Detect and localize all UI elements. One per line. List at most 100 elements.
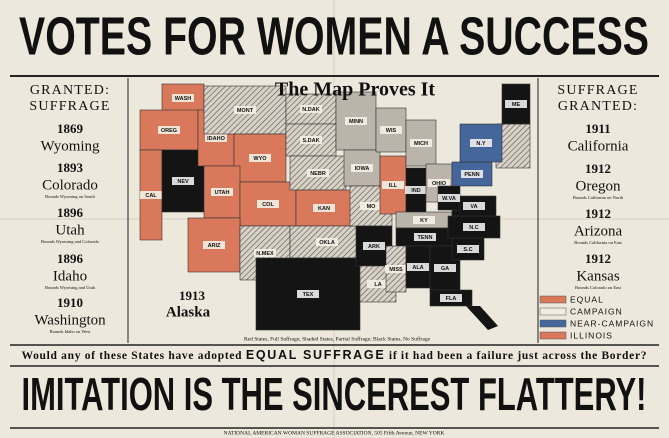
entry-state: Idaho [53,268,87,284]
state-label-box [360,202,382,210]
state-label: IOWA [355,166,370,172]
entry-year: 1896 [57,251,84,266]
state-label-box [407,263,429,271]
entry-year: 1912 [585,161,611,176]
entry-note: Bounds Colorado on East [575,285,622,290]
entry-year: 1912 [585,206,611,221]
state-label: ALA [412,265,423,271]
state-label-box [300,105,322,113]
state-label: N.MEX [256,251,274,257]
state-label: KAN [318,206,330,212]
state-label: WIS [386,128,397,134]
state-label-box [505,100,527,108]
entry-note: Bounds Wyoming and Colorado [41,239,100,244]
state-label-box [234,106,256,114]
question-emphasis: EQUAL SUFFRAGE [246,348,385,362]
entry-state: Washington [34,312,106,328]
legend-swatch [539,307,567,316]
map-caption: Red States, Full Suffrage; Shaded States… [244,335,431,342]
state-label: S.DAK [302,138,319,144]
state-label: MISS [389,267,403,273]
entry-note: Bounds Wyoming and Utah [45,285,96,290]
state-label-box [205,134,227,142]
state-label-box [249,154,271,162]
state-label: GA [441,266,449,272]
entry-note: Bounds California on East [574,240,622,245]
state-label-box [438,194,460,202]
left-panel: GRANTED:SUFFRAGE1869Wyoming1893ColoradoB… [29,83,110,334]
state-label: N.DAK [302,107,319,113]
state-label-box [254,249,276,257]
state-label: CAL [145,193,157,199]
state-label-box [380,126,402,134]
state-label-box [440,294,462,302]
state-label: LA [374,282,381,288]
state-label-box [463,202,485,210]
state-label: ARK [368,244,380,250]
legend: EQUAL CAMPAIGN NEAR-CAMPAIGN ILLINOIS [539,294,654,340]
state-label: OKLA [319,240,335,246]
state-label-box [363,242,385,250]
state-label: PENN [464,172,479,178]
state-label-box [345,117,367,125]
legend-swatch [539,295,567,304]
entry-year: 1911 [585,121,610,136]
state-label-box [405,186,427,194]
entry-year: 1869 [57,121,84,136]
state-label: WASH [175,96,192,102]
entry-state: Utah [55,222,85,238]
state-label: UTAH [215,190,230,196]
state-label: ILL [389,183,398,189]
legend-swatch [539,331,567,340]
state-label: KY [420,218,428,224]
entry-year: 1910 [57,295,83,310]
state-label: NEV [177,179,189,185]
state-label: N.Y [476,141,486,147]
panel-heading: GRANTED: [558,99,638,114]
state-label-box [211,188,233,196]
state-label-box [172,177,194,185]
panel-heading: SUFFRAGE [557,83,638,98]
legend-swatch [539,319,567,328]
legend-label: NEAR-CAMPAIGN [570,318,654,328]
state-label-box [382,181,404,189]
entry-state: Oregon [576,178,621,194]
state-label: MONT [237,108,254,114]
state-label-box [434,264,456,272]
state-label: VA [470,204,477,210]
state-label-box [461,170,483,178]
state-label-box [172,94,194,102]
entry-note: Bounds Idaho on West [50,329,91,334]
entry-state: Arizona [574,223,623,239]
state-label-box [316,238,338,246]
state-label-box [463,223,485,231]
entry-note: Bounds California on North [573,195,624,200]
state-label-box [351,164,373,172]
state-label-box [457,245,479,253]
state-label-box [385,265,407,273]
legend-label: ILLINOIS [570,330,613,340]
state-label-box [410,139,432,147]
state-label: MO [367,204,377,210]
state-label-box [367,280,389,288]
state-label: NEBR [310,171,326,177]
legend-label: CAMPAIGN [570,306,623,316]
entry-state: Kansas [576,268,619,284]
state-label: S.C [463,247,472,253]
state-label: N.C [469,225,479,231]
state-label-box [414,233,436,241]
state-label: FLA [446,296,457,302]
state-label-box [140,191,162,199]
state-label: MICH [414,141,428,147]
state-label: ME [512,102,521,108]
state-label: OHIO [432,181,447,187]
state-label: ARIZ [208,243,221,249]
state-label: WYO [253,156,267,162]
state-label: IDAHO [207,136,225,142]
state-label-box [470,139,492,147]
slogan: IMITATION IS THE SINCEREST FLATTERY! [22,368,647,420]
panel-heading: GRANTED: [30,83,110,98]
alaska-state: Alaska [166,304,211,320]
